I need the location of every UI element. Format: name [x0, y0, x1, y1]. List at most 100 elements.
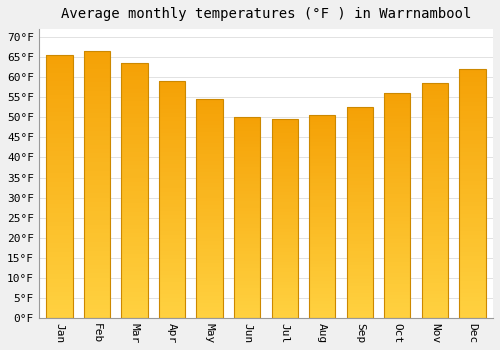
Bar [309, 183, 336, 186]
Bar [122, 288, 148, 293]
Bar [84, 158, 110, 162]
Bar [159, 85, 185, 89]
Bar [422, 224, 448, 228]
Bar [196, 238, 223, 241]
Bar [272, 298, 298, 301]
Bar [122, 144, 148, 148]
Bar [346, 286, 373, 290]
Bar [196, 106, 223, 110]
Bar [84, 64, 110, 69]
Bar [196, 158, 223, 161]
Bar [384, 153, 410, 157]
Bar [384, 273, 410, 277]
Bar [46, 156, 72, 160]
Bar [196, 209, 223, 212]
Bar [384, 236, 410, 239]
Bar [460, 297, 485, 301]
Bar [196, 150, 223, 154]
Bar [460, 69, 485, 318]
Bar [84, 82, 110, 87]
Bar [460, 185, 485, 189]
Bar [122, 246, 148, 250]
Bar [84, 153, 110, 158]
Bar [196, 136, 223, 139]
Bar [309, 149, 336, 153]
Bar [460, 206, 485, 210]
Bar [460, 285, 485, 289]
Bar [309, 223, 336, 227]
Bar [272, 268, 298, 272]
Bar [422, 216, 448, 220]
Bar [460, 115, 485, 119]
Bar [346, 181, 373, 184]
Bar [309, 176, 336, 180]
Bar [196, 289, 223, 293]
Bar [346, 188, 373, 191]
Bar [196, 205, 223, 209]
Bar [309, 153, 336, 156]
Bar [272, 195, 298, 199]
Bar [234, 124, 260, 127]
Bar [422, 240, 448, 244]
Bar [346, 209, 373, 212]
Bar [309, 250, 336, 254]
Bar [46, 169, 72, 173]
Bar [346, 149, 373, 153]
Bar [422, 232, 448, 236]
Bar [122, 182, 148, 186]
Bar [346, 311, 373, 314]
Bar [84, 211, 110, 216]
Bar [309, 230, 336, 233]
Bar [196, 271, 223, 274]
Bar [196, 231, 223, 234]
Bar [159, 223, 185, 227]
Bar [159, 93, 185, 97]
Bar [159, 271, 185, 274]
Bar [46, 235, 72, 239]
Bar [272, 186, 298, 189]
Bar [272, 219, 298, 222]
Bar [384, 123, 410, 127]
Bar [234, 281, 260, 285]
Bar [122, 237, 148, 241]
Bar [122, 212, 148, 216]
Bar [309, 169, 336, 173]
Bar [46, 204, 72, 209]
Bar [196, 260, 223, 263]
Bar [422, 146, 448, 150]
Bar [196, 132, 223, 136]
Bar [234, 154, 260, 158]
Bar [309, 180, 336, 183]
Bar [159, 160, 185, 164]
Bar [272, 275, 298, 278]
Bar [384, 314, 410, 318]
Bar [309, 267, 336, 271]
Bar [122, 195, 148, 199]
Bar [234, 134, 260, 138]
Bar [159, 243, 185, 247]
Bar [122, 165, 148, 169]
Bar [422, 236, 448, 240]
Bar [159, 211, 185, 215]
Bar [346, 230, 373, 234]
Bar [84, 176, 110, 180]
Bar [46, 230, 72, 235]
Bar [272, 301, 298, 305]
Bar [159, 290, 185, 294]
Bar [460, 102, 485, 106]
Bar [272, 311, 298, 315]
Bar [159, 208, 185, 211]
Bar [122, 63, 148, 68]
Bar [196, 183, 223, 187]
Bar [384, 119, 410, 123]
Bar [234, 291, 260, 295]
Bar [84, 233, 110, 238]
Bar [460, 119, 485, 123]
Bar [384, 93, 410, 318]
Bar [309, 200, 336, 203]
Bar [159, 121, 185, 125]
Bar [234, 238, 260, 241]
Bar [46, 178, 72, 182]
Bar [422, 220, 448, 224]
Bar [460, 69, 485, 73]
